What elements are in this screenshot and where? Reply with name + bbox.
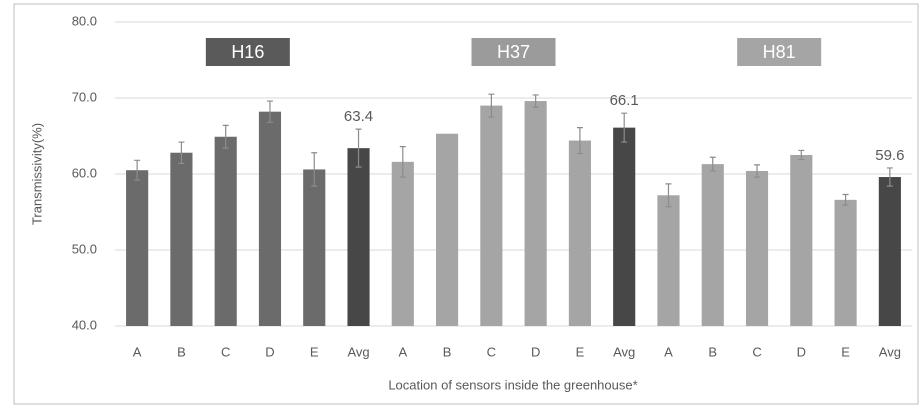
x-tick-label: C (752, 344, 761, 359)
bar (657, 195, 680, 326)
bar (126, 170, 149, 326)
chart-frame (13, 3, 919, 405)
x-tick-label: B (443, 344, 452, 359)
bar (790, 155, 813, 326)
group-label-box (471, 38, 556, 66)
error-bar (399, 146, 406, 178)
x-axis-label: Location of sensors inside the greenhous… (388, 377, 637, 392)
x-tick-label: D (265, 344, 274, 359)
x-tick-label: A (133, 344, 142, 359)
bar (568, 140, 591, 326)
x-tick-label: D (797, 344, 806, 359)
y-tick-label: 40.0 (72, 317, 97, 332)
group-label: H37 (497, 42, 530, 62)
x-tick-label: C (487, 344, 496, 359)
bar (347, 148, 370, 326)
x-tick-label: A (664, 344, 673, 359)
error-bar (355, 128, 362, 168)
group-label-box (737, 38, 822, 66)
data-label: 59.6 (875, 147, 904, 164)
x-tick-label: Avg (613, 344, 635, 359)
bar (303, 169, 326, 326)
x-tick-label: Avg (879, 344, 901, 359)
bar (480, 105, 503, 326)
bar (214, 136, 237, 326)
error-bar (576, 127, 583, 155)
bar (745, 170, 769, 326)
x-tick-label: B (708, 344, 717, 359)
error-bar (134, 159, 141, 181)
y-tick-label: 50.0 (72, 241, 97, 256)
bar (436, 133, 459, 326)
bar (170, 152, 193, 326)
bar (613, 127, 636, 326)
error-bar (621, 112, 628, 143)
data-label: 63.4 (344, 108, 373, 125)
y-axis-label: Transmissivity(%) (29, 123, 44, 225)
error-bar (266, 100, 273, 123)
y-tick-label: 60.0 (72, 165, 97, 180)
error-bar (709, 156, 716, 172)
group-label: H16 (231, 42, 264, 62)
bar (834, 199, 857, 326)
y-tick-label: 80.0 (72, 13, 97, 28)
x-tick-label: B (177, 344, 186, 359)
group-label-box (205, 38, 290, 66)
error-bar (311, 152, 318, 187)
bar (878, 177, 901, 326)
x-tick-label: E (576, 344, 585, 359)
group-label: H81 (763, 42, 796, 62)
error-bar (798, 149, 805, 161)
error-bar (665, 183, 672, 208)
x-tick-label: E (310, 344, 319, 359)
error-bar (488, 93, 495, 118)
error-bar (222, 124, 229, 149)
x-tick-label: C (221, 344, 230, 359)
bar (524, 101, 547, 326)
x-tick-label: Avg (347, 344, 369, 359)
bar (701, 164, 724, 326)
bar (391, 161, 414, 326)
data-label: 66.1 (610, 92, 639, 109)
x-tick-label: A (398, 344, 407, 359)
error-bar (754, 164, 761, 178)
x-tick-label: E (841, 344, 850, 359)
bar (258, 111, 282, 327)
error-bar (886, 167, 893, 187)
error-bar (532, 94, 539, 108)
error-bar (842, 193, 849, 206)
error-bar (178, 141, 185, 164)
y-tick-label: 70.0 (72, 89, 97, 104)
x-tick-label: D (531, 344, 540, 359)
